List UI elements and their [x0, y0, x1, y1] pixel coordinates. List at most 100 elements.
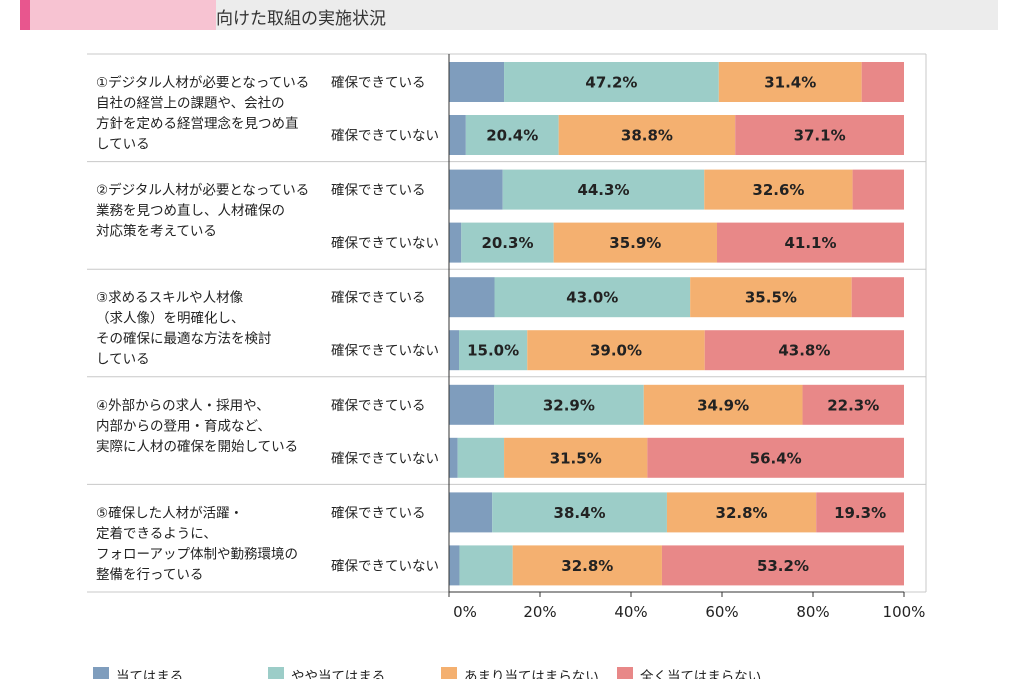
bar-segment [816, 492, 904, 533]
bar-segment [553, 222, 717, 263]
bar-segment [449, 222, 462, 263]
bar-segment [666, 492, 817, 533]
bar-segment [558, 115, 736, 155]
bar-segment [449, 115, 466, 155]
legend-label: 全く当てはまらない [640, 668, 761, 679]
group-label-line: 業務を見つめ直し、人材確保の [96, 203, 285, 219]
bar-segment [851, 277, 904, 318]
data-label: 31.5% [550, 449, 602, 467]
data-label: 37.1% [794, 127, 846, 145]
data-label: 43.0% [566, 289, 618, 307]
data-label: 38.4% [554, 504, 606, 522]
data-label: 32.8% [561, 557, 613, 575]
x-tick-label: 0% [453, 603, 477, 621]
group-label-line: 自社の経営上の課題や、会社の [96, 96, 285, 112]
bar-segment [802, 384, 904, 425]
data-label: 35.5% [745, 289, 797, 307]
bar-segment [704, 330, 904, 371]
bar-segment [449, 169, 503, 210]
bar-segment [735, 115, 904, 155]
group-label-line: 対応策を考えている [96, 223, 217, 240]
row-label: 確保できている [331, 183, 426, 199]
data-label: 31.4% [764, 74, 816, 92]
group-label-line: ②デジタル人材が必要となっている [96, 182, 309, 199]
bar-segment [449, 545, 460, 586]
bar-segment [643, 384, 803, 425]
x-tick-label: 80% [796, 603, 829, 621]
bar-segment [504, 62, 719, 102]
bar-segment [690, 277, 852, 318]
group-label-line: 方針を定める経営理念を見つめ直 [96, 115, 299, 132]
bar-segment [718, 62, 862, 102]
group-label-line: 定着できるように、 [96, 525, 217, 542]
data-label: 53.2% [757, 557, 809, 575]
data-label: 43.8% [778, 342, 830, 360]
bar-segment [465, 115, 559, 155]
legend-label: やや当てはまる [291, 669, 385, 679]
bar-segment [457, 437, 505, 478]
bar-segment [527, 330, 705, 371]
group-label-line: フォローアップ体制や勤務環境の [96, 546, 298, 562]
bar-segment [504, 437, 648, 478]
group-label-line: （求人像）を明確化し、 [96, 311, 245, 327]
group-label-line: ④外部からの求人・採用や、 [96, 398, 270, 414]
data-label: 38.8% [621, 127, 673, 145]
bar-segment [449, 277, 495, 318]
bar-segment [861, 62, 904, 102]
row-label: 確保できている [331, 75, 426, 91]
bar-segment [492, 492, 667, 533]
data-label: 41.1% [784, 234, 836, 252]
bar-segment [449, 437, 458, 478]
data-label: 32.8% [716, 504, 768, 522]
legend-swatch [441, 667, 457, 679]
bar-segment [661, 545, 904, 586]
row-label: 確保できている [331, 505, 426, 521]
data-label: 44.3% [577, 181, 629, 199]
group-label-line: その確保に最適な方法を検討 [96, 330, 272, 347]
group-label-line: 整備を行っている [96, 567, 203, 583]
group-label-line: 内部からの登用・育成など、 [96, 418, 271, 434]
group-label-line: ①デジタル人材が必要となっている [96, 74, 309, 91]
header-pink-band [30, 0, 216, 30]
row-label: 確保できていない [331, 558, 439, 574]
data-label: 47.2% [585, 74, 637, 92]
bar-segment [449, 62, 505, 102]
x-tick-label: 40% [614, 603, 647, 621]
x-tick-label: 20% [523, 603, 556, 621]
bar-segment [512, 545, 662, 586]
bar-segment [647, 437, 904, 478]
bar-segment [459, 545, 513, 586]
data-label: 32.9% [543, 396, 595, 414]
bar-segment [494, 384, 644, 425]
data-label: 15.0% [467, 342, 519, 360]
row-label: 確保できていない [331, 343, 439, 359]
legend-label: 当てはまる [116, 669, 183, 679]
legend-label: あまり当てはまらない [464, 669, 599, 679]
group-label-line: 実際に人材の確保を開始している [96, 439, 298, 455]
legend-swatch [93, 667, 109, 679]
bar-segment [449, 384, 495, 425]
page-title: 向けた取組の実施状況 [216, 9, 386, 29]
data-label: 32.6% [752, 181, 804, 199]
bar-segment [449, 330, 460, 371]
row-label: 確保できている [331, 398, 426, 414]
header-bar: 向けた取組の実施状況 [20, 0, 998, 30]
bar-segment [449, 492, 493, 533]
group-label-line: している [96, 137, 150, 153]
x-tick-label: 60% [705, 603, 738, 621]
data-label: 34.9% [697, 396, 749, 414]
data-label: 20.4% [486, 127, 538, 145]
bar-segment [461, 222, 554, 263]
data-label: 20.3% [481, 234, 533, 252]
bar-segment [852, 169, 904, 210]
group-label-line: ⑤確保した人材が活躍・ [96, 505, 243, 521]
row-label: 確保できている [331, 290, 426, 306]
legend-swatch [268, 667, 284, 679]
group-label-line: している [96, 352, 150, 368]
data-label: 35.9% [609, 234, 661, 252]
data-label: 22.3% [827, 396, 879, 414]
bar-segment [704, 169, 853, 210]
header-accent [20, 0, 30, 30]
x-tick-label: 100% [883, 603, 926, 621]
